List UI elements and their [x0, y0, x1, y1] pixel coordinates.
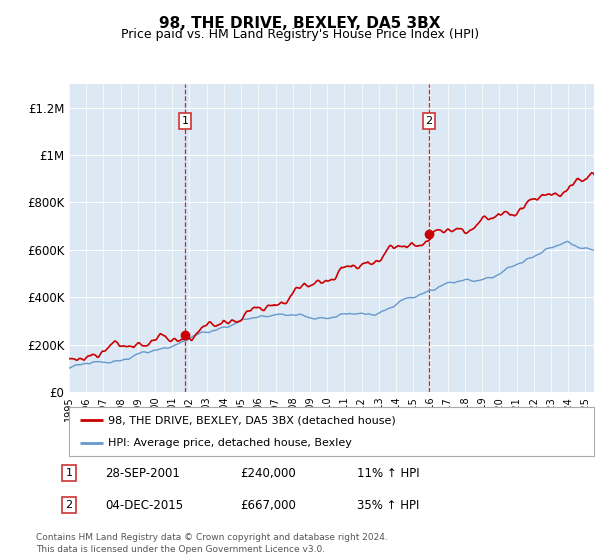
- Text: £240,000: £240,000: [240, 466, 296, 480]
- Text: 98, THE DRIVE, BEXLEY, DA5 3BX (detached house): 98, THE DRIVE, BEXLEY, DA5 3BX (detached…: [109, 416, 396, 426]
- Text: 35% ↑ HPI: 35% ↑ HPI: [357, 498, 419, 512]
- Text: 2: 2: [65, 500, 73, 510]
- Text: 04-DEC-2015: 04-DEC-2015: [105, 498, 183, 512]
- Text: £667,000: £667,000: [240, 498, 296, 512]
- Text: This data is licensed under the Open Government Licence v3.0.: This data is licensed under the Open Gov…: [36, 545, 325, 554]
- Text: Price paid vs. HM Land Registry's House Price Index (HPI): Price paid vs. HM Land Registry's House …: [121, 28, 479, 41]
- Text: 28-SEP-2001: 28-SEP-2001: [105, 466, 180, 480]
- Text: Contains HM Land Registry data © Crown copyright and database right 2024.: Contains HM Land Registry data © Crown c…: [36, 533, 388, 542]
- Text: 98, THE DRIVE, BEXLEY, DA5 3BX: 98, THE DRIVE, BEXLEY, DA5 3BX: [159, 16, 441, 31]
- Text: 2: 2: [425, 116, 433, 126]
- Text: 11% ↑ HPI: 11% ↑ HPI: [357, 466, 419, 480]
- Text: 1: 1: [182, 116, 188, 126]
- Text: 1: 1: [65, 468, 73, 478]
- Text: HPI: Average price, detached house, Bexley: HPI: Average price, detached house, Bexl…: [109, 438, 352, 448]
